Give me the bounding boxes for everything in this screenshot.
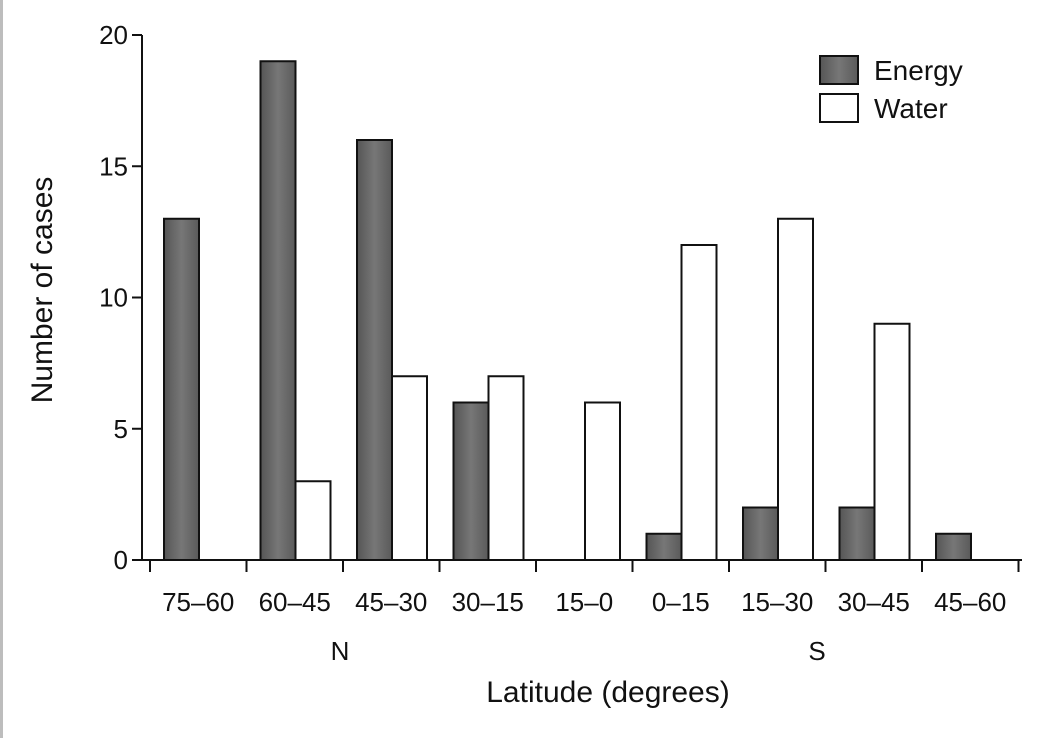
bar-energy bbox=[259, 60, 297, 561]
y-tick-label: 15 bbox=[99, 151, 128, 181]
x-tick-label: 30–45 bbox=[838, 587, 910, 617]
bar-water bbox=[487, 375, 525, 561]
y-axis-title: Number of cases bbox=[26, 177, 59, 404]
bar-energy bbox=[356, 139, 393, 561]
x-tick-label: 45–60 bbox=[934, 587, 1006, 617]
x-tick-label: 75–60 bbox=[162, 587, 234, 617]
bar-water bbox=[584, 401, 621, 561]
bar-water bbox=[680, 244, 718, 561]
bar-energy bbox=[838, 506, 876, 561]
bar-energy bbox=[645, 532, 683, 561]
legend-label-water: Water bbox=[874, 93, 948, 124]
x-tick-label: 0–15 bbox=[652, 587, 710, 617]
bar-energy bbox=[452, 401, 490, 561]
hemisphere-label: N bbox=[331, 636, 350, 666]
bar-water bbox=[294, 480, 332, 561]
x-tick-label: 60–45 bbox=[259, 587, 331, 617]
bar-energy bbox=[935, 532, 972, 561]
y-tick-label: 20 bbox=[99, 20, 128, 50]
bar-energy bbox=[742, 506, 779, 561]
bar-water bbox=[873, 322, 911, 561]
hemisphere-label: S bbox=[808, 636, 825, 666]
legend-swatch-water bbox=[819, 93, 859, 123]
legend-label-energy: Energy bbox=[874, 55, 963, 86]
y-tick-label: 0 bbox=[114, 545, 128, 575]
x-tick-label: 45–30 bbox=[355, 587, 427, 617]
bar-water bbox=[391, 375, 428, 561]
legend-swatch-energy bbox=[819, 55, 859, 85]
x-tick-label: 15–0 bbox=[555, 587, 613, 617]
x-tick-label: 30–15 bbox=[452, 587, 524, 617]
bar-energy bbox=[163, 217, 200, 561]
x-axis-title: Latitude (degrees) bbox=[486, 676, 730, 709]
bar-water bbox=[777, 217, 814, 561]
x-tick-label: 15–30 bbox=[741, 587, 813, 617]
y-tick-label: 5 bbox=[114, 414, 128, 444]
y-tick-label: 10 bbox=[99, 283, 128, 313]
